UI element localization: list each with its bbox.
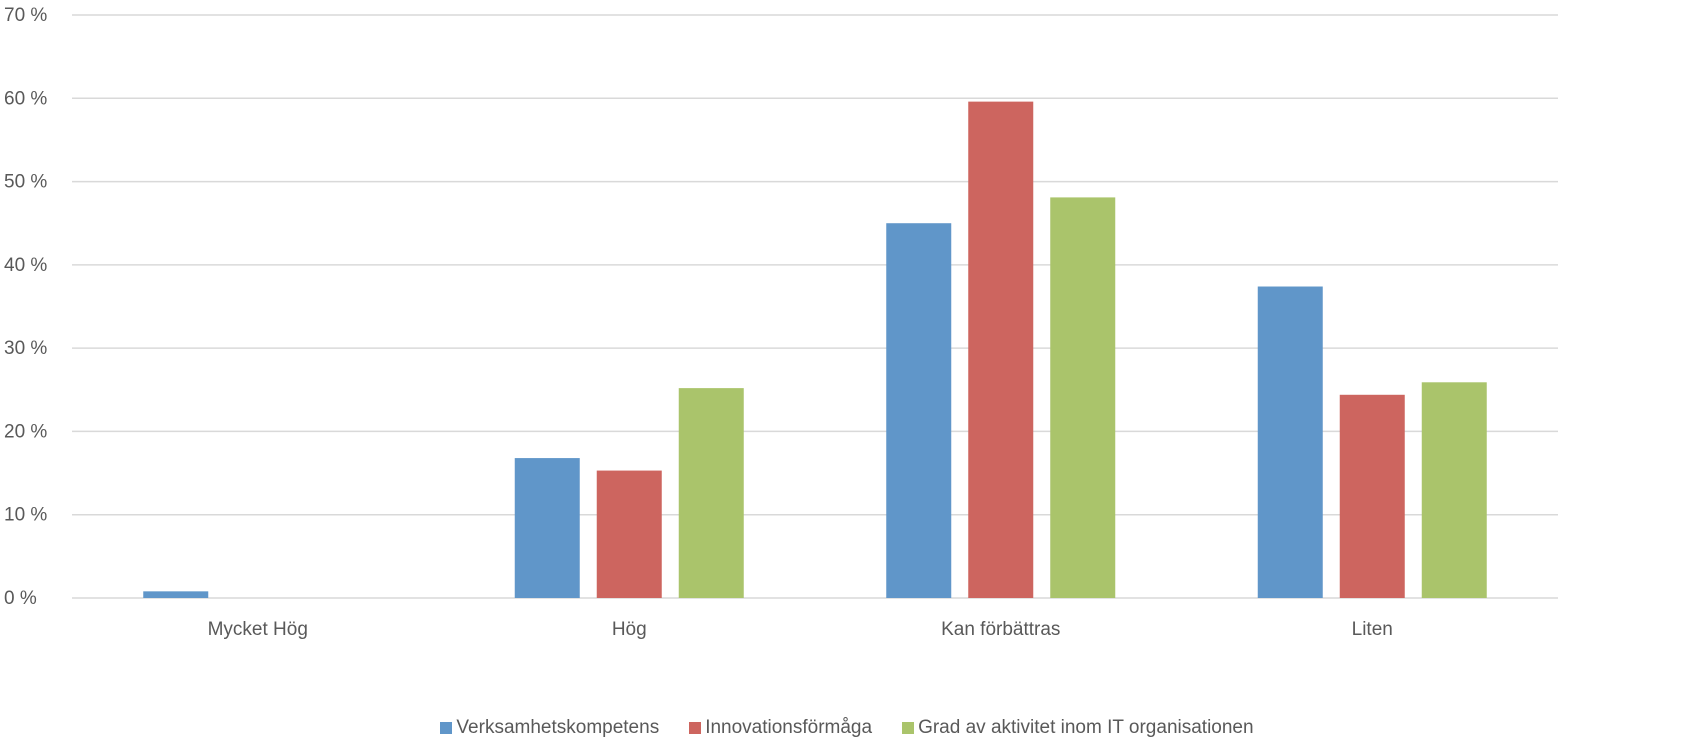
legend-item: Grad av aktivitet inom IT organisationen	[902, 717, 1254, 739]
bar	[1421, 382, 1487, 598]
y-tick-label: 60 %	[4, 88, 47, 109]
y-tick-label: 0 %	[4, 588, 37, 609]
legend: Verksamhetskompetens Innovationsförmåga Gr…	[0, 713, 1694, 743]
bar	[514, 458, 580, 598]
y-axis-ticks: 0 % 10 % 20 % 30 % 40 % 50 % 60 % 70 %	[4, 5, 47, 609]
y-tick-label: 10 %	[4, 505, 47, 526]
bar	[1050, 197, 1116, 598]
y-tick-label: 40 %	[4, 255, 47, 276]
bar	[678, 388, 744, 598]
bar-chart: 0 % 10 % 20 % 30 % 40 % 50 % 60 % 70 % Mycket H…	[4, 5, 1558, 640]
gridlines	[72, 14, 1558, 599]
bar	[596, 470, 662, 598]
legend-item: Verksamhetskompetens	[440, 717, 659, 739]
category-label: Mycket Hög	[208, 619, 308, 640]
legend-label: Verksamhetskompetens	[456, 717, 660, 738]
category-label: Hög	[612, 619, 647, 640]
bar	[143, 591, 209, 598]
y-tick-label: 20 %	[4, 421, 47, 442]
category-label: Liten	[1352, 619, 1393, 640]
legend-swatch	[440, 722, 453, 734]
y-tick-label: 30 %	[4, 338, 47, 359]
category-label: Kan förbättras	[941, 619, 1060, 640]
y-tick-label: 50 %	[4, 172, 47, 193]
legend-item: Innovationsförmåga	[689, 717, 872, 739]
legend-label: Grad av aktivitet inom IT organisationen	[918, 717, 1254, 738]
bar	[1257, 286, 1323, 598]
bar	[886, 223, 952, 598]
legend-swatch	[902, 722, 915, 734]
legend-swatch	[689, 722, 702, 734]
bars	[143, 101, 1487, 599]
bar	[968, 101, 1034, 599]
x-axis-categories: Mycket Hög Hög Kan förbättras Liten	[208, 619, 1393, 640]
legend-label: Innovationsförmåga	[705, 717, 873, 738]
y-tick-label: 70 %	[4, 5, 47, 26]
bar	[1339, 394, 1405, 598]
